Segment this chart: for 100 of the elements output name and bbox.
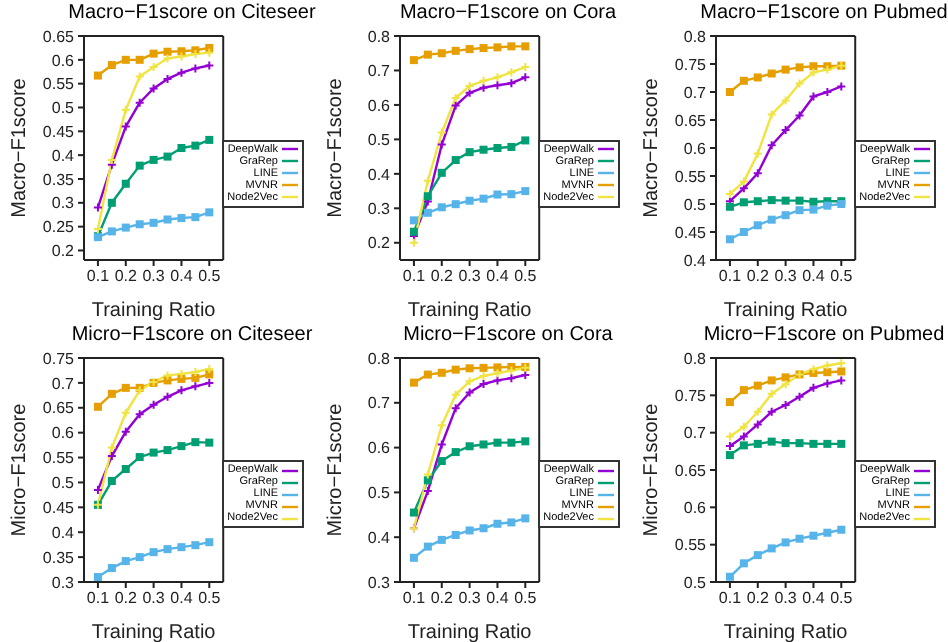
x-tick-label: 0.5	[830, 267, 854, 286]
x-tick-label: 0.4	[170, 588, 194, 607]
point	[781, 438, 790, 447]
point	[725, 397, 734, 406]
point	[465, 196, 474, 205]
point	[479, 194, 488, 203]
x-tick-label: 0.1	[402, 588, 427, 607]
point	[423, 208, 432, 217]
x-tick-label: 0.5	[830, 588, 854, 607]
x-tick-label: 0.3	[458, 588, 482, 607]
y-tick-label: 0.7	[367, 62, 392, 81]
point	[437, 168, 446, 177]
y-axis-title: Macro−F1score	[641, 77, 663, 218]
y-tick-label: 0.5	[367, 131, 392, 150]
point	[837, 366, 846, 375]
point	[163, 152, 172, 161]
point	[753, 221, 762, 230]
y-tick-label: 0.6	[367, 438, 392, 457]
point	[809, 205, 818, 214]
y-tick-label: 0.5	[51, 99, 76, 118]
point	[409, 56, 418, 65]
point	[121, 223, 130, 232]
point	[753, 438, 762, 447]
y-tick-label: 0.55	[42, 448, 76, 467]
point	[753, 380, 762, 389]
point	[739, 558, 748, 567]
chart-title: Macro−F1score on Citeseer	[66, 0, 316, 26]
point	[177, 542, 186, 551]
x-tick-label: 0.5	[514, 588, 538, 607]
chart-title: Macro−F1score on Pubmed	[698, 0, 948, 26]
point	[205, 135, 214, 144]
point	[409, 552, 418, 561]
point	[507, 517, 516, 526]
x-tick-label: 0.1	[718, 267, 743, 286]
y-tick-label: 0.75	[42, 348, 76, 367]
point	[521, 136, 530, 145]
point	[753, 197, 762, 206]
point	[795, 63, 804, 72]
y-tick-label: 0.3	[51, 194, 76, 213]
point	[409, 377, 418, 386]
point	[423, 50, 432, 59]
y-tick-label: 0.35	[42, 170, 76, 189]
x-tick-label: 0.3	[142, 588, 166, 607]
x-tick-label: 0.4	[170, 267, 194, 286]
y-tick-label: 0.45	[42, 123, 76, 141]
point	[437, 534, 446, 543]
point	[135, 452, 144, 461]
point	[107, 227, 116, 236]
point	[107, 563, 116, 572]
point	[191, 372, 200, 381]
point	[479, 523, 488, 532]
chart-title: Macro−F1score on Cora	[397, 0, 619, 26]
y-tick-label: 0.6	[51, 51, 76, 70]
x-tick-label: 0.3	[774, 267, 798, 286]
point	[739, 76, 748, 85]
point	[163, 445, 172, 454]
y-tick-label: 0.65	[42, 27, 76, 46]
y-tick-label: 0.5	[51, 473, 76, 492]
point	[451, 529, 460, 538]
point	[121, 382, 130, 391]
y-tick-label: 0.6	[367, 96, 392, 115]
y-tick-label: 0.6	[683, 498, 708, 517]
point	[507, 437, 516, 446]
point	[423, 192, 432, 201]
point	[135, 552, 144, 561]
point	[767, 375, 776, 384]
point	[149, 447, 158, 456]
point	[149, 547, 158, 556]
x-tick-label: 0.4	[802, 588, 826, 607]
x-axis-title: Training Ratio	[723, 300, 849, 322]
x-axis-title: Training Ratio	[723, 621, 849, 642]
x-tick-label: 0.5	[198, 267, 222, 286]
point	[725, 88, 734, 96]
point	[837, 524, 846, 533]
x-tick-label: 0.5	[514, 267, 538, 286]
y-tick-label: 0.7	[367, 393, 392, 412]
point	[437, 203, 446, 212]
point	[809, 530, 818, 539]
point	[781, 211, 790, 220]
point	[163, 215, 172, 224]
x-tick-label: 0.2	[746, 267, 770, 286]
point	[135, 220, 144, 229]
point	[205, 43, 214, 52]
point	[493, 144, 502, 152]
x-tick-label: 0.5	[198, 588, 222, 607]
y-tick-label: 0.25	[42, 218, 76, 237]
point	[753, 550, 762, 559]
point	[191, 141, 200, 150]
y-tick-label: 0.45	[42, 498, 76, 517]
point	[451, 364, 460, 373]
point	[767, 436, 776, 445]
point	[823, 527, 832, 536]
point	[493, 43, 502, 52]
point	[809, 197, 818, 206]
point	[149, 49, 158, 58]
point	[437, 49, 446, 58]
point	[423, 475, 432, 484]
point	[451, 447, 460, 456]
point	[781, 372, 790, 381]
point	[781, 196, 790, 205]
